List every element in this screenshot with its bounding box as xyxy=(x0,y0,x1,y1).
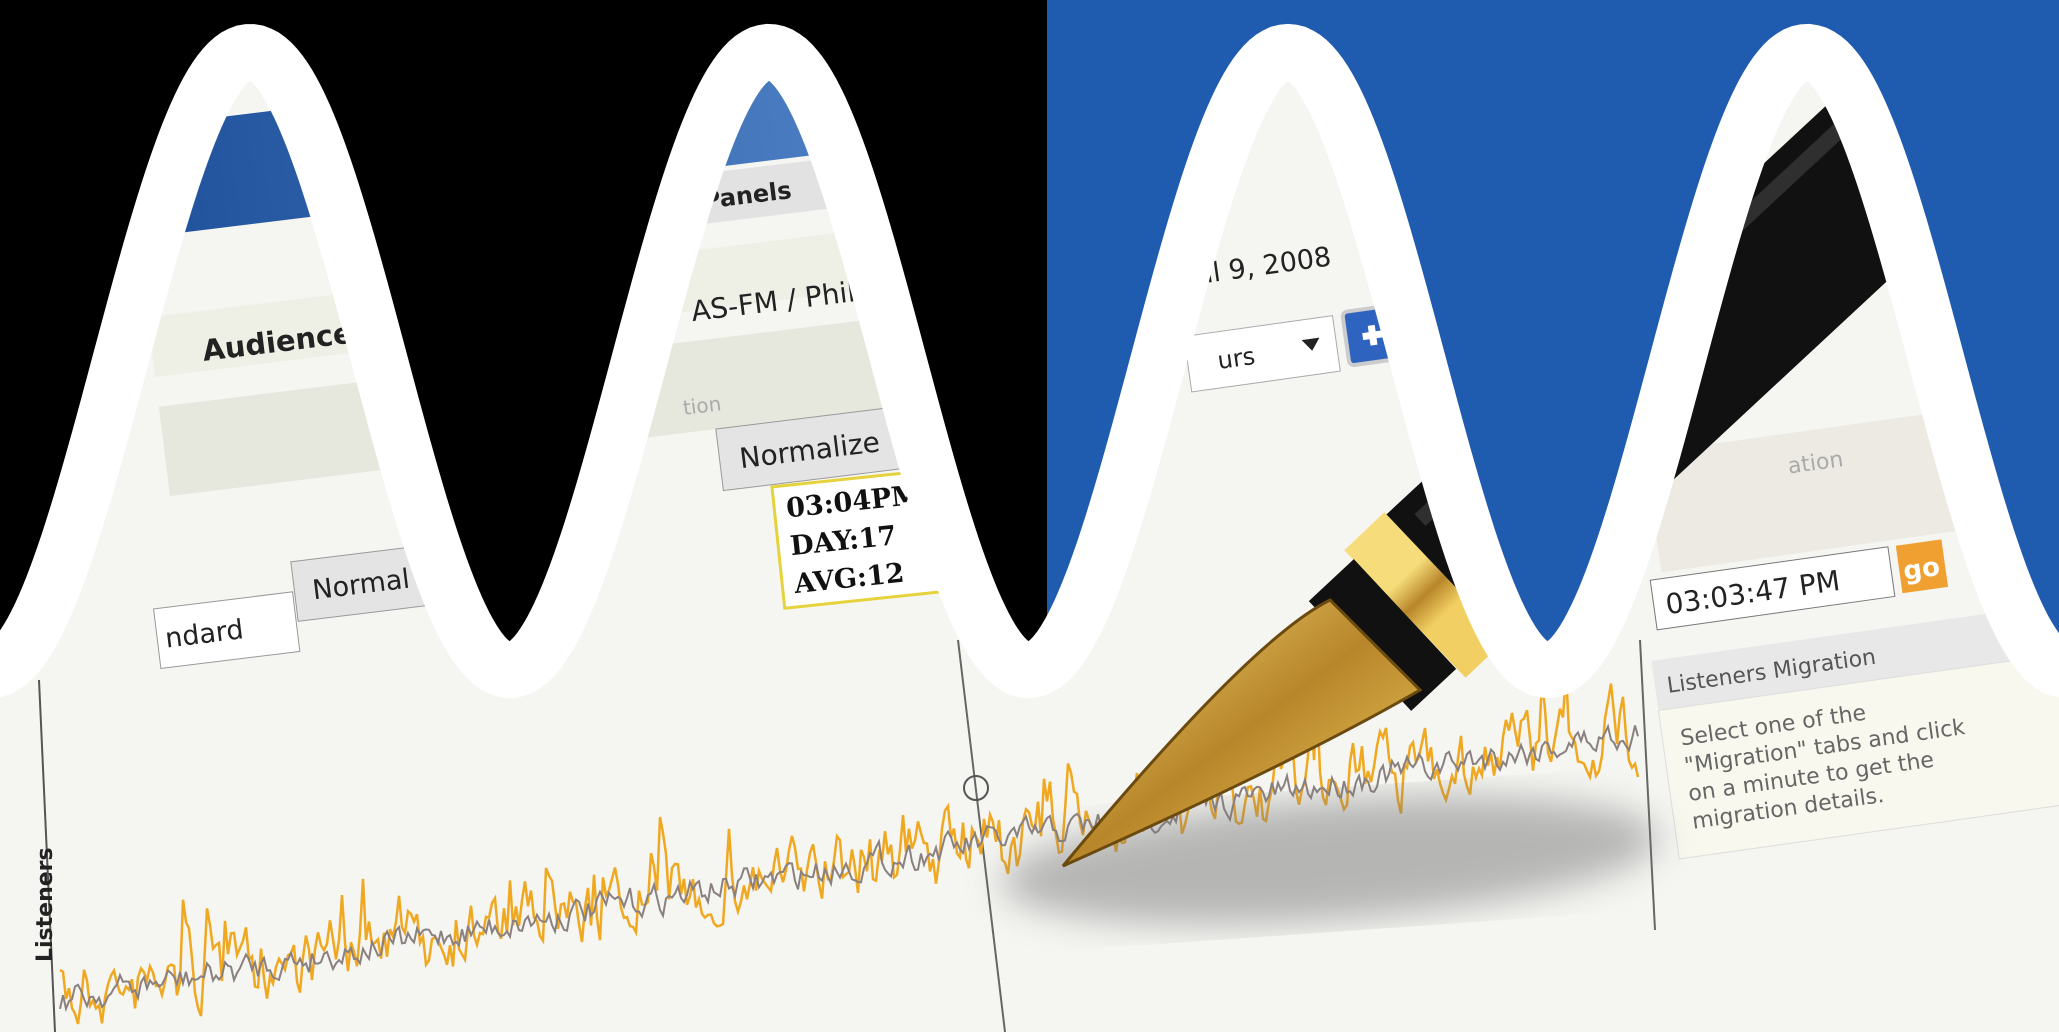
cursor-marker xyxy=(963,775,989,801)
wave xyxy=(0,23,2059,699)
range-select-label: urs xyxy=(1216,342,1257,375)
section-label: tion xyxy=(682,391,723,419)
migration-body xyxy=(1657,654,2059,860)
ui-right: 03:03:47 PM go Listeners Migration Selec… xyxy=(1649,539,2059,860)
chart: Listeners xyxy=(33,639,1656,1032)
pen-shadow xyxy=(1000,795,1660,925)
range-select[interactable] xyxy=(1183,315,1341,393)
trace xyxy=(59,723,1639,1013)
go-label: go xyxy=(1901,552,1941,587)
time-input[interactable] xyxy=(1649,546,1896,631)
dropdown-arrow xyxy=(1301,337,1320,351)
divider xyxy=(1639,639,1656,931)
tab[interactable] xyxy=(153,591,301,670)
plus-icon xyxy=(1362,324,1384,346)
traces xyxy=(59,672,1640,1025)
pen-nib xyxy=(1061,598,1423,868)
y-axis-label: Listeners xyxy=(33,847,58,962)
axis-line xyxy=(38,679,56,1032)
go-button[interactable] xyxy=(1895,539,1949,594)
pen-band xyxy=(1344,512,1506,678)
migration-header xyxy=(1651,605,2055,711)
